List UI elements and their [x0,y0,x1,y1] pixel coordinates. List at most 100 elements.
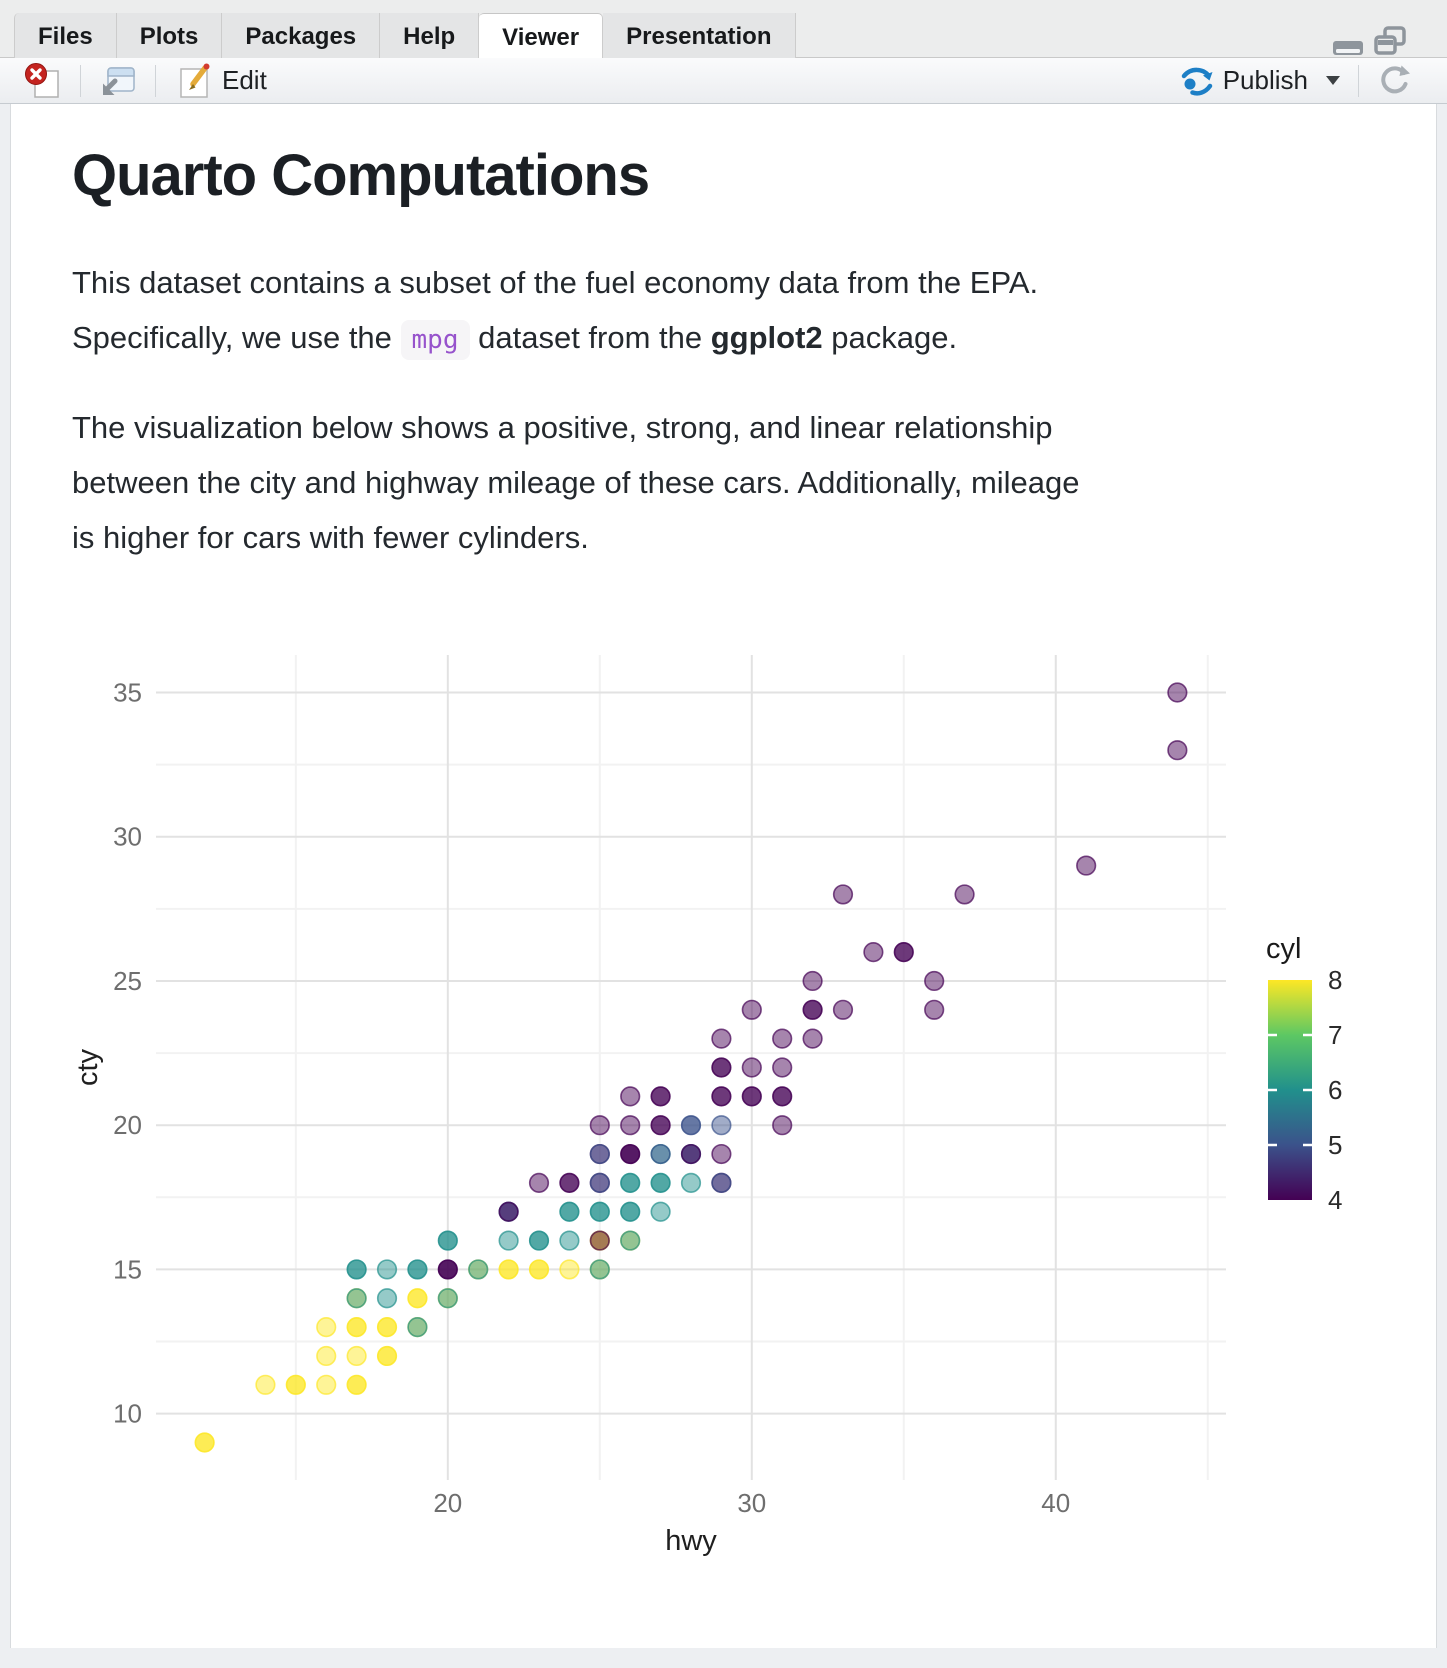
data-point [650,1201,671,1222]
tab-plots[interactable]: Plots [116,13,223,58]
y-tick-label: 15 [113,1254,142,1284]
data-point [893,942,914,963]
legend-tick-label: 6 [1328,1075,1342,1105]
data-point [863,942,884,963]
data-point [346,1317,367,1338]
data-point [620,1143,641,1165]
data-point [255,1374,276,1395]
x-tick-label: 30 [737,1488,766,1518]
y-tick-label: 30 [113,822,142,852]
paragraph-text: dataset from the [469,320,711,355]
data-point [589,1143,610,1165]
data-point [285,1374,306,1395]
data-point [194,1432,215,1453]
data-point [589,1230,610,1251]
data-point [1167,682,1188,703]
data-point [437,1288,458,1309]
y-tick-label: 35 [113,678,142,708]
data-point [498,1259,519,1280]
data-point [650,1172,671,1193]
tab-packages[interactable]: Packages [222,13,381,58]
data-point [832,884,854,905]
data-point [924,970,945,992]
data-point [407,1259,428,1280]
open-in-new-window-button[interactable] [91,59,145,103]
paragraph-text: Specifically, we use the [72,320,401,355]
data-point [620,1115,641,1136]
legend-title: cyl [1266,933,1301,965]
viewer-toolbar: Edit Publish [0,58,1447,104]
legend-tick-label: 4 [1328,1185,1342,1215]
data-point [346,1345,367,1367]
clear-viewer-button[interactable] [16,58,70,104]
publish-button[interactable]: Publish [1171,61,1348,100]
data-point [407,1288,428,1309]
data-point [711,1172,732,1193]
legend-tick-label: 5 [1328,1130,1342,1160]
x-tick-label: 20 [433,1488,462,1518]
data-point [376,1317,398,1338]
minimize-pane-icon[interactable] [1332,40,1364,61]
data-point [650,1143,671,1165]
y-tick-label: 25 [113,966,142,996]
data-point [346,1288,367,1309]
paragraph-text: The visualization below shows a positive… [72,410,1053,445]
data-point [680,1143,702,1165]
data-point [711,1028,732,1049]
edit-button[interactable]: Edit [166,58,275,104]
publish-button-label: Publish [1222,65,1308,95]
data-point [620,1172,641,1193]
data-point [1076,855,1097,876]
paragraph-text: package. [822,320,958,355]
data-point [559,1230,580,1251]
toolbar-separator [1358,64,1359,97]
data-point [437,1230,458,1251]
paragraph-bold-ggplot2: ggplot2 [710,320,823,355]
data-point [711,1086,732,1107]
data-point [316,1374,337,1395]
maximize-pane-icon[interactable] [1374,26,1407,61]
legend-tick-label: 7 [1328,1020,1342,1050]
data-point [346,1374,367,1395]
data-point [1167,740,1188,761]
paragraph-text: is higher for cars with fewer cylinders. [72,520,589,555]
x-axis-title: hwy [665,1525,717,1557]
clear-viewer-icon [25,62,59,98]
paragraph-text: This dataset contains a subset of the fu… [72,265,1039,300]
data-point [589,1201,610,1222]
data-point [772,1115,793,1136]
data-point [498,1201,519,1222]
scatter-plot: 20 30 40 10 15 20 25 30 35 hwy cty cyl 8 7 6 5 4 [0,600,1447,1620]
refresh-button[interactable] [1369,59,1421,103]
data-point [468,1259,489,1280]
data-point [528,1230,550,1251]
data-point [407,1317,428,1338]
tab-presentation[interactable]: Presentation [603,13,796,58]
data-point [316,1317,337,1338]
tab-files[interactable]: Files [14,13,117,58]
data-point [924,999,945,1020]
publish-icon [1181,67,1213,96]
data-point [376,1288,398,1309]
open-in-new-window-icon [103,66,135,95]
paragraph-dataset: This dataset contains a subset of the fu… [72,255,1352,368]
pane-tab-bar: Files Plots Packages Help Viewer Present… [0,0,1447,61]
data-point [437,1259,458,1280]
toolbar-separator [80,64,81,97]
y-tick-label: 20 [113,1110,142,1140]
paragraph-text: between the city and highway mileage of … [72,465,1080,500]
tab-help[interactable]: Help [380,13,480,58]
data-point [741,1057,762,1078]
paragraph-visualization: The visualization below shows a positive… [72,400,1352,565]
y-tick-label: 10 [113,1399,142,1429]
data-point [711,1115,732,1136]
data-point [650,1115,671,1136]
page-title: Quarto Computations [72,143,650,208]
data-point [741,1086,762,1107]
data-point [802,970,823,992]
data-point [559,1259,580,1280]
tab-viewer[interactable]: Viewer [479,13,604,59]
document-canvas [10,104,1437,1648]
data-point [376,1345,398,1367]
